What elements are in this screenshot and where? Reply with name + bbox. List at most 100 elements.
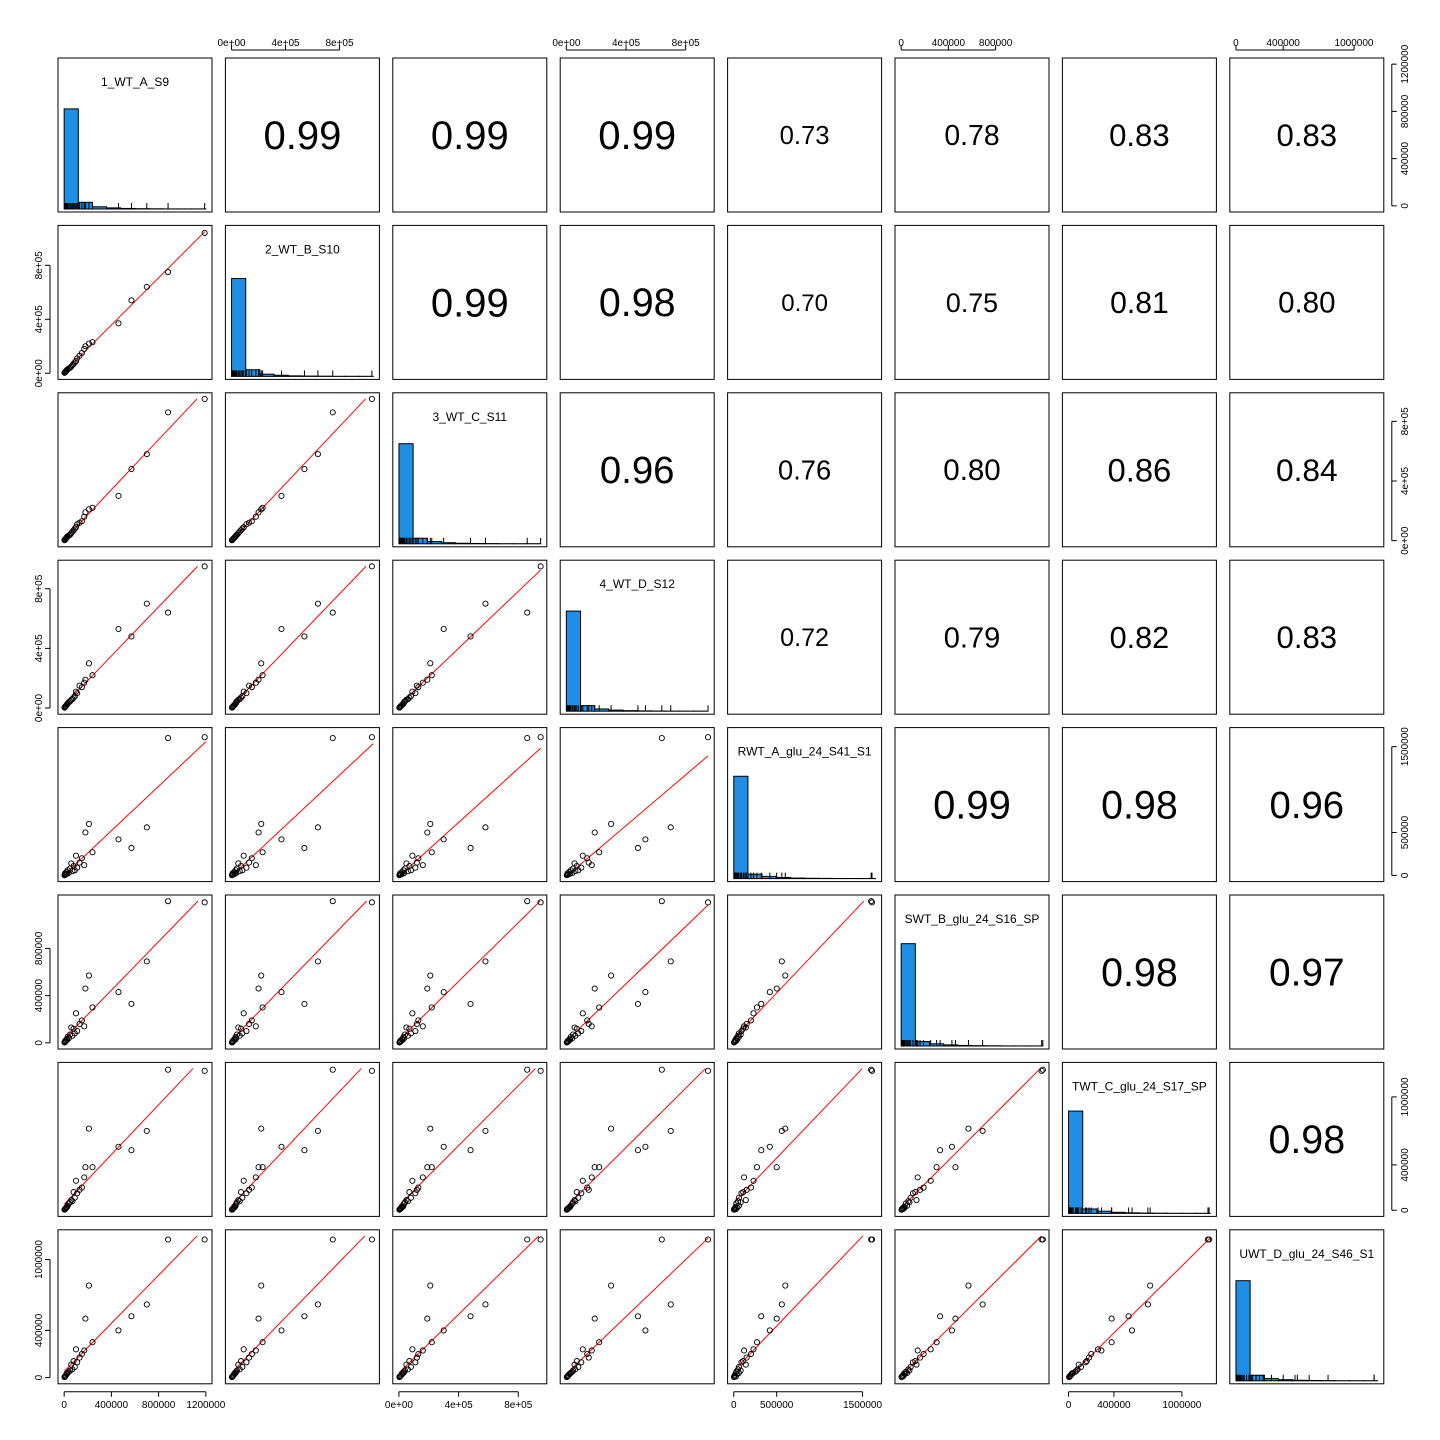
scatter-point: [128, 844, 135, 852]
scatter-point: [76, 859, 83, 866]
scatter-point: [419, 679, 426, 686]
scatter-point: [237, 1189, 245, 1196]
scatter-point: [573, 1189, 580, 1196]
correlation-label: 0.99: [431, 114, 509, 158]
scatter-point: [642, 1143, 649, 1150]
scatter-point: [128, 466, 135, 473]
scatter-point: [579, 1010, 586, 1017]
scatter-point: [165, 1066, 172, 1073]
scatter-point: [368, 395, 375, 403]
panel-frame: [559, 894, 715, 1050]
scatter-point: [948, 1327, 955, 1334]
scatter-point: [979, 1127, 986, 1134]
scatter-point: [596, 1339, 603, 1346]
panel-frame: [1229, 1229, 1385, 1385]
hist-bar: [565, 610, 582, 712]
scatter-point: [743, 1354, 750, 1361]
scatter-point: [230, 1204, 237, 1212]
scatter-point: [68, 1361, 75, 1368]
scatter-point: [868, 1236, 875, 1243]
panel-7-4: [727, 1229, 883, 1385]
scatter-point: [115, 1143, 122, 1150]
scatter-point: [240, 1010, 247, 1017]
scatter-point: [642, 836, 649, 843]
bottom-axis-4: 0 500000 1500000: [731, 1391, 882, 1411]
scatter-point: [314, 600, 321, 607]
fit-line: [566, 1237, 709, 1375]
scatter-point: [952, 1315, 959, 1322]
scatter-point: [82, 829, 89, 836]
scatter-point: [82, 676, 89, 683]
hist-bar: [63, 108, 79, 210]
scatter-point: [61, 369, 68, 376]
scatter-point: [314, 958, 321, 965]
scatter-point: [563, 1373, 570, 1381]
tick-label: 1500000: [1400, 727, 1411, 766]
scatter-point: [667, 1127, 674, 1134]
tick-label: 400000: [1097, 1400, 1131, 1411]
tick-label: 8e+05: [325, 38, 354, 49]
scatter-point: [74, 1359, 81, 1366]
scatter-point: [440, 989, 447, 996]
scatter-point: [937, 1147, 944, 1154]
fit-line: [398, 569, 541, 706]
scatter-point: [667, 1301, 674, 1308]
scatter-point: [741, 1174, 748, 1181]
panel-4-2: [392, 727, 548, 883]
scatter-point: [524, 898, 531, 905]
tick-label: 4e+05: [34, 305, 45, 334]
fit-line: [231, 1235, 366, 1374]
scatter-point: [165, 409, 172, 416]
left-axis-7: 0 400000 1000000: [34, 1240, 51, 1380]
scatter-point: [89, 849, 96, 856]
scatter-point: [753, 1004, 760, 1011]
scatter-point: [314, 1127, 321, 1134]
scatter-point: [413, 682, 420, 689]
scatter-point: [143, 283, 150, 290]
fit-line: [900, 1068, 1041, 1209]
panel-frame: [57, 1061, 213, 1217]
panel-6-3: [559, 1061, 715, 1217]
scatter-point: [143, 451, 150, 458]
scatter-point: [482, 958, 489, 965]
panel-frame: [1061, 559, 1217, 715]
scatter-point: [730, 1373, 738, 1381]
correlation-label: 0.76: [778, 454, 831, 485]
scatter-point: [766, 1327, 773, 1334]
scatter-point: [368, 899, 375, 906]
tick-label: 1000000: [34, 1240, 45, 1279]
scatter-point: [482, 824, 489, 831]
scatter-point: [979, 1301, 986, 1308]
scatter-point: [301, 844, 308, 852]
panel-frame: [727, 1061, 883, 1217]
scatter-point: [912, 1189, 919, 1196]
scatter-point: [201, 1236, 208, 1243]
correlation-label: 0.83: [1109, 118, 1170, 153]
tick-label: 400000: [932, 38, 966, 49]
fit-line: [231, 900, 367, 1041]
scatter-point: [82, 1315, 89, 1322]
scatter-point: [165, 898, 172, 905]
panel-frame: [1229, 392, 1385, 548]
scatter-point: [758, 1147, 765, 1154]
panel-frame: [1061, 727, 1217, 883]
panel-frame: [1229, 57, 1385, 213]
scatter-point: [917, 1354, 924, 1361]
scatter-point: [1144, 1301, 1151, 1308]
panel-2-5: 0.80: [894, 392, 1050, 548]
scatter-point: [415, 855, 422, 862]
scatter-point: [596, 1164, 603, 1171]
panel-frame: [1061, 392, 1217, 548]
correlation-label: 0.72: [780, 624, 829, 652]
hist-bar: [245, 369, 261, 377]
scatter-point: [750, 1346, 757, 1353]
scatter-point: [82, 985, 89, 992]
scatter-point: [278, 625, 285, 633]
scatter-point: [424, 676, 431, 683]
fit-line: [566, 904, 709, 1042]
top-axis-7: 0 400000 1000000: [1233, 38, 1374, 51]
scatter-point: [85, 972, 93, 979]
scatter-point: [201, 899, 208, 906]
tick-label: 0e+00: [552, 38, 581, 49]
tick-label: 0e+00: [218, 38, 247, 49]
